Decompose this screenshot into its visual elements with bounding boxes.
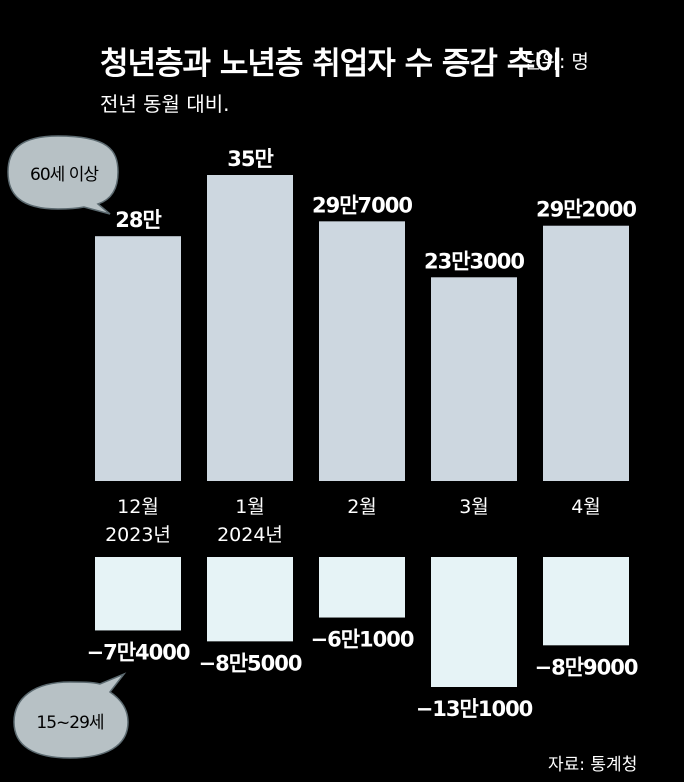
bar-15-29 [207,557,293,642]
month-label: 12월 [117,496,159,518]
bar-15-29 [543,557,629,646]
bar-60-plus [95,236,181,481]
month-label: 2월 [347,496,377,518]
month-label: 1월 [235,496,265,518]
bar-60-plus [319,221,405,481]
series-bubble-60-plus [7,135,119,215]
value-label-15-29: −13만1000 [416,697,533,721]
chart-title: 청년층과 노년층 취업자 수 증감 추이 [100,46,563,82]
legend-label-60-plus: 60세 이상 [30,165,99,185]
bar-15-29 [319,557,405,618]
value-label-60-plus: 28만 [115,208,161,232]
value-label-60-plus: 29만2000 [536,198,636,222]
bar-15-29 [95,557,181,631]
value-label-15-29: −8만5000 [199,651,302,675]
value-label-60-plus: 23만3000 [424,249,524,273]
legend-label-15-29: 15~29세 [36,713,103,733]
bar-60-plus [543,225,629,481]
value-label-15-29: −6만1000 [311,628,414,652]
bar-60-plus [207,175,293,481]
year-label: 2024년 [217,524,283,546]
series-bubble-15-29 [13,672,129,759]
chart-subtitle: 전년 동월 대비. [100,92,230,116]
value-label-15-29: −7만4000 [87,640,190,664]
value-label-15-29: −8만9000 [535,655,638,679]
value-label-60-plus: 29만7000 [312,193,412,217]
month-label: 4월 [571,496,601,518]
year-label: 2023년 [105,524,171,546]
bar-15-29 [431,557,517,687]
bar-60-plus [431,277,517,481]
month-label: 3월 [459,496,489,518]
source-note: 자료: 통계청 [548,755,638,775]
unit-note: 단위: 명 [524,51,589,73]
value-label-60-plus: 35만 [227,147,273,171]
